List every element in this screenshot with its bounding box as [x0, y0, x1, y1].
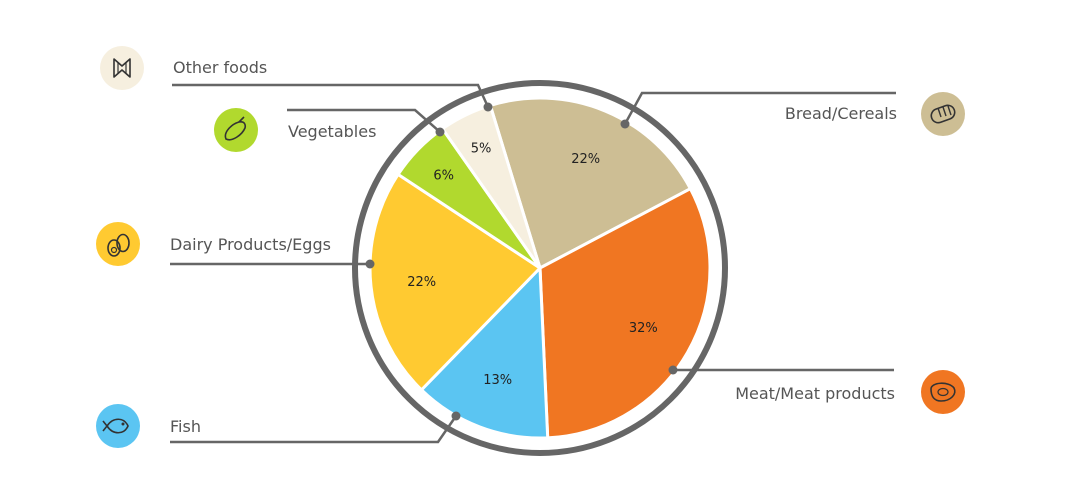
eggs-icon — [96, 222, 140, 266]
leader-dot-vegetables — [435, 127, 445, 137]
leader-lines — [170, 83, 896, 444]
leader-dot-bread — [620, 119, 630, 129]
label-dairy-eggs: Dairy Products/Eggs — [170, 235, 331, 254]
steak-icon — [921, 370, 965, 414]
label-other-foods: Other foods — [173, 58, 267, 77]
pasta-icon — [100, 46, 144, 90]
leader-dots — [365, 102, 678, 421]
percent-label: 13% — [483, 373, 512, 388]
leader-dot-fish — [451, 411, 461, 421]
percent-label: 22% — [407, 275, 436, 290]
leader-line-bread — [623, 91, 896, 125]
fish-icon — [96, 404, 140, 448]
leader-line-other — [172, 83, 490, 108]
eggplant-icon — [214, 108, 258, 152]
slices — [368, 96, 712, 440]
leader-line-fish — [170, 415, 458, 444]
slice-dairy-products-eggs — [368, 172, 542, 392]
label-bread-cereals: Bread/Cereals — [785, 104, 897, 123]
bread-icon — [921, 92, 965, 136]
outer-ring — [352, 80, 728, 456]
percent-labels: 22% 32% 13% 22% 6% 5% — [407, 141, 658, 388]
slice-meat-meat-products — [538, 187, 712, 440]
slice-bread-cereals — [488, 96, 692, 270]
slice-fish — [419, 266, 550, 440]
percent-label: 6% — [433, 168, 454, 183]
label-meat: Meat/Meat products — [735, 384, 895, 403]
leader-dot-other — [483, 102, 493, 112]
leader-dot-meat — [668, 365, 678, 375]
percent-label: 22% — [571, 152, 600, 167]
label-fish: Fish — [170, 417, 201, 436]
leader-line-vegetables — [287, 108, 441, 133]
percent-label: 32% — [629, 321, 658, 336]
label-vegetables: Vegetables — [288, 122, 376, 141]
percent-label: 5% — [471, 141, 492, 156]
leader-dot-dairy — [365, 259, 375, 269]
